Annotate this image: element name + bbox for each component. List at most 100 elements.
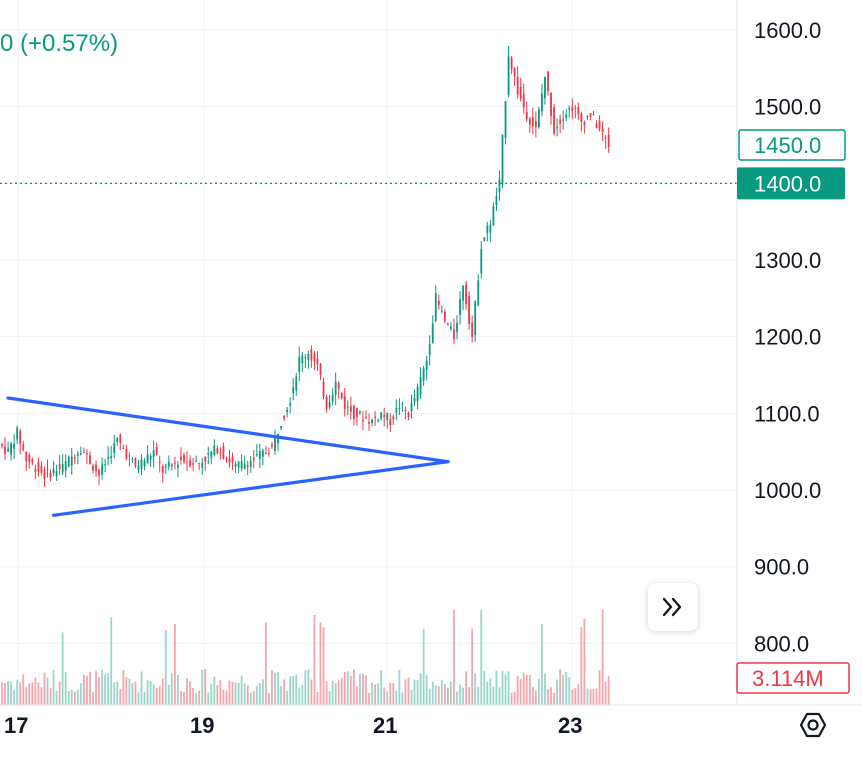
- volume-bar: [183, 691, 185, 705]
- candle-body: [131, 459, 134, 461]
- candle-body: [204, 456, 207, 462]
- volume-bar: [528, 674, 531, 705]
- candle-body: [255, 454, 258, 456]
- candle-body: [398, 408, 401, 410]
- volume-bar: [280, 685, 282, 705]
- candle-body: [295, 376, 298, 391]
- volume-bar: [431, 681, 434, 705]
- candle-body: [73, 457, 76, 460]
- candle-body: [534, 121, 537, 128]
- candle-body: [386, 413, 389, 420]
- volume-bar: [55, 690, 58, 705]
- volume-bar: [289, 676, 292, 705]
- volume-bar: [386, 691, 389, 705]
- volume-bar: [110, 617, 113, 705]
- candle-body: [462, 285, 464, 301]
- candle-body: [589, 113, 592, 117]
- candle-body: [76, 453, 79, 456]
- volume-bar: [395, 690, 398, 705]
- volume-bar: [152, 683, 155, 705]
- candle-body: [377, 419, 380, 421]
- candle-body: [389, 419, 392, 426]
- volume-bar: [568, 677, 571, 705]
- candle-body: [571, 106, 574, 111]
- volume-bar: [225, 690, 228, 705]
- price-tick-label: 1600.0: [754, 18, 821, 43]
- price-axis[interactable]: 1600.0 1500.0 1300.0 1200.0 1100.0 1000.0 900.…: [754, 18, 821, 656]
- volume-bar: [255, 685, 258, 705]
- candle-body: [380, 412, 383, 419]
- candle-body: [143, 460, 146, 467]
- volume-bar: [322, 627, 325, 705]
- gear-icon: [799, 712, 827, 738]
- volume-bar: [313, 614, 316, 705]
- volume-bar: [389, 682, 392, 705]
- volume-bar: [137, 692, 140, 705]
- volume-bar: [46, 677, 49, 705]
- volume-bar: [92, 692, 94, 705]
- trendline-upper[interactable]: [6, 396, 450, 464]
- candle-body: [292, 387, 295, 394]
- volume-bar: [186, 678, 188, 705]
- volume-bar: [128, 678, 131, 705]
- trendline-layer[interactable]: [6, 396, 450, 517]
- candle-body: [553, 107, 555, 134]
- volume-bar: [337, 680, 340, 705]
- volume-bar: [534, 690, 537, 705]
- candle-body: [64, 461, 67, 471]
- candle-body: [537, 109, 540, 128]
- candle-body: [352, 405, 355, 419]
- volume-bar: [453, 609, 455, 705]
- candle-body: [392, 416, 395, 420]
- candle-body: [322, 381, 325, 397]
- volume-bar: [43, 672, 46, 705]
- candle-body: [286, 409, 289, 413]
- volume-bar: [304, 670, 307, 705]
- chart-settings-button[interactable]: [796, 708, 830, 742]
- scroll-to-realtime-button[interactable]: [648, 583, 698, 631]
- candle-body: [219, 452, 222, 454]
- candle-body: [598, 120, 601, 130]
- volume-bar: [319, 622, 322, 705]
- volume-bar: [228, 680, 231, 705]
- candle-body: [58, 464, 61, 469]
- volume-bar: [328, 691, 331, 705]
- volume-bar: [7, 681, 9, 705]
- volume-bar: [401, 692, 404, 705]
- volume-bar: [131, 682, 134, 705]
- candle-body: [207, 452, 210, 455]
- time-axis[interactable]: 17 19 21 23: [4, 713, 582, 738]
- candle-body: [301, 355, 304, 364]
- price-tick-label: 1100.0: [754, 401, 820, 426]
- volume-bar: [119, 688, 122, 705]
- volume-bar: [146, 680, 149, 705]
- trendline-lower[interactable]: [51, 460, 450, 517]
- candle-body: [37, 462, 40, 472]
- volume-bar: [164, 629, 167, 705]
- candle-body: [152, 450, 155, 458]
- candle-body: [577, 107, 580, 115]
- volume-bar: [268, 692, 270, 705]
- candle-body: [371, 419, 373, 423]
- price-tick-label: 1000.0: [754, 478, 821, 503]
- candle-body: [501, 134, 504, 184]
- volume-bar: [271, 670, 273, 705]
- candle-body: [383, 414, 386, 417]
- volume-bar: [574, 688, 577, 705]
- volume-bar: [240, 675, 243, 705]
- candle-body: [10, 443, 13, 455]
- volume-bar: [577, 684, 580, 705]
- candle-layer: [1, 46, 610, 487]
- volume-bar: [380, 670, 383, 705]
- candle-body: [43, 469, 46, 479]
- candle-body: [498, 179, 501, 193]
- candle-body: [586, 115, 589, 118]
- candle-body: [328, 402, 331, 408]
- volume-bar: [143, 692, 146, 705]
- candle-body: [525, 111, 528, 120]
- candle-body: [477, 280, 480, 305]
- candle-body: [189, 460, 191, 467]
- volume-bar: [222, 689, 225, 705]
